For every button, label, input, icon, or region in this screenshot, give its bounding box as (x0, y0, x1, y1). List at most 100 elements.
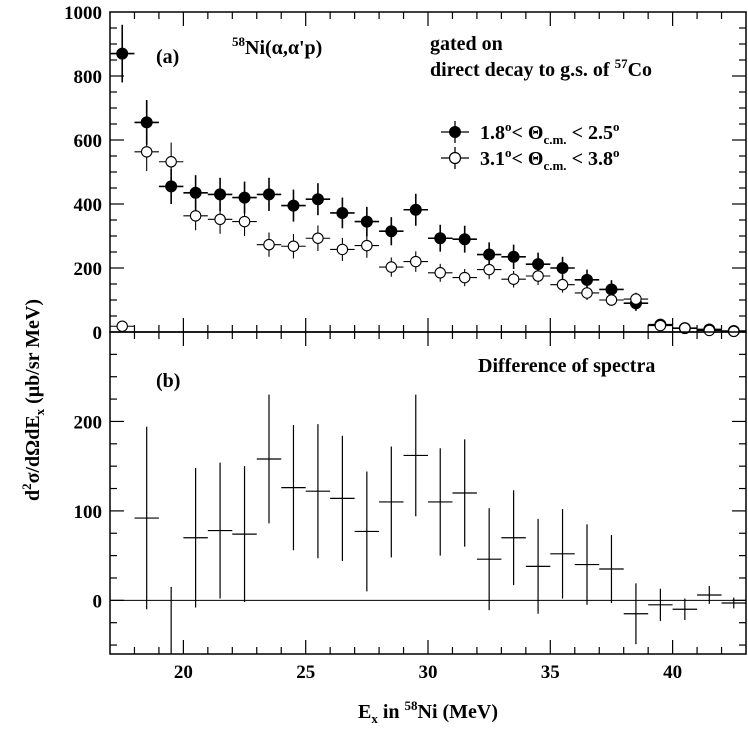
marker-series-2 (581, 287, 593, 299)
panel-b-label: (b) (156, 370, 180, 392)
data-point-series-1 (354, 206, 380, 237)
data-point-series-1 (501, 244, 526, 269)
marker-series-2 (312, 232, 324, 244)
marker-series-1 (311, 193, 324, 206)
y-axis-label: d2σ/dΩdEx (μb/sr MeV) (19, 299, 47, 501)
legend: 1.8o< Θc.m. < 2.5o 3.1o< Θc.m. < 3.8o (441, 119, 619, 173)
marker-series-2 (238, 215, 251, 228)
data-point-series-1 (403, 193, 428, 226)
difference-point (379, 446, 404, 558)
data-point-series-2 (476, 260, 502, 280)
data-point-series-2 (232, 207, 257, 236)
data-point-series-2 (550, 276, 575, 293)
difference-point (476, 508, 502, 611)
data-point-series-2 (697, 324, 722, 337)
difference-point (452, 439, 477, 547)
data-point-series-2 (305, 225, 331, 252)
marker-series-2 (654, 319, 667, 332)
marker-series-1 (238, 191, 251, 204)
y-tick-label: 1000 (64, 3, 102, 24)
marker-series-2 (361, 239, 373, 252)
data-point-series-2 (256, 232, 282, 257)
data-point-series-2 (428, 263, 453, 282)
panel-a-x-ticks (133, 12, 723, 332)
y-tick-label: 600 (74, 131, 103, 152)
data-point-series-1 (256, 177, 282, 212)
panel-b-frame (109, 331, 747, 655)
data-point-series-1 (599, 280, 624, 299)
data-point-series-2 (599, 294, 624, 306)
marker-series-2 (116, 320, 128, 332)
marker-series-2 (434, 267, 446, 279)
difference-point (574, 524, 600, 605)
data-point-series-2 (158, 142, 184, 181)
marker-series-1 (263, 188, 275, 201)
data-point-series-2 (379, 257, 404, 277)
legend-marker-series-1 (449, 126, 461, 138)
difference-point (281, 425, 306, 551)
data-point-series-2 (134, 132, 159, 172)
gate-note-line1: gated on (430, 33, 503, 55)
marker-series-2 (630, 293, 642, 305)
x-tick-label: 40 (663, 662, 682, 683)
difference-point (623, 583, 649, 645)
x-tick-label: 25 (296, 662, 315, 683)
difference-point (550, 509, 575, 599)
marker-series-2 (214, 213, 226, 226)
marker-series-2 (532, 270, 544, 282)
panel-b-points (134, 394, 746, 654)
difference-point (501, 490, 526, 586)
difference-point (403, 394, 428, 517)
gate-note-line2: direct decay to g.s. of 57Co (430, 56, 652, 81)
difference-point (648, 588, 673, 621)
marker-series-1 (434, 232, 447, 245)
data-point-series-1 (525, 252, 551, 276)
marker-series-1 (458, 233, 471, 246)
x-tick-label: 20 (174, 662, 193, 683)
y-tick-label: 200 (74, 412, 103, 433)
difference-point (721, 597, 746, 609)
marker-series-2 (507, 273, 520, 285)
data-point-series-2 (501, 270, 526, 288)
marker-series-1 (140, 116, 153, 129)
panel-b-y-ticks: 0 100 200 (74, 353, 746, 646)
marker-series-1 (483, 248, 496, 261)
marker-series-2 (385, 261, 398, 273)
data-point-series-2 (403, 251, 428, 272)
data-point-series-2 (281, 234, 306, 259)
data-point-series-2 (672, 322, 698, 334)
difference-point (232, 466, 257, 603)
marker-series-2 (263, 238, 275, 251)
marker-series-1 (165, 180, 178, 193)
difference-point (354, 471, 380, 592)
marker-series-2 (189, 210, 202, 222)
data-point-series-2 (183, 201, 208, 231)
data-point-series-1 (281, 189, 306, 222)
legend-label-series-1: 1.8o< Θc.m. < 2.5o (480, 119, 619, 147)
marker-series-1 (581, 273, 593, 286)
data-point-series-1 (452, 225, 477, 253)
difference-point (183, 467, 208, 608)
data-point-series-2 (574, 285, 600, 300)
data-point-series-2 (648, 319, 673, 332)
marker-series-1 (507, 250, 520, 263)
marker-series-2 (679, 322, 691, 334)
marker-series-2 (336, 243, 349, 256)
marker-series-2 (287, 240, 300, 252)
difference-point (256, 394, 282, 524)
legend-entry-series-2: 3.1o< Θc.m. < 3.8o (441, 145, 619, 173)
difference-point (134, 426, 159, 610)
panel-a-points (110, 24, 746, 338)
data-point-series-2 (354, 233, 380, 258)
marker-series-2 (458, 271, 471, 284)
legend-entry-series-1: 1.8o< Θc.m. < 2.5o (441, 119, 619, 147)
data-point-series-1 (110, 24, 135, 83)
marker-series-1 (287, 199, 300, 212)
y-tick-label: 200 (74, 259, 103, 280)
data-point-series-1 (330, 197, 355, 229)
legend-marker-series-2 (448, 151, 462, 165)
data-point-series-1 (305, 183, 331, 216)
difference-point (697, 586, 722, 604)
marker-series-2 (140, 146, 153, 158)
marker-series-2 (605, 294, 618, 306)
